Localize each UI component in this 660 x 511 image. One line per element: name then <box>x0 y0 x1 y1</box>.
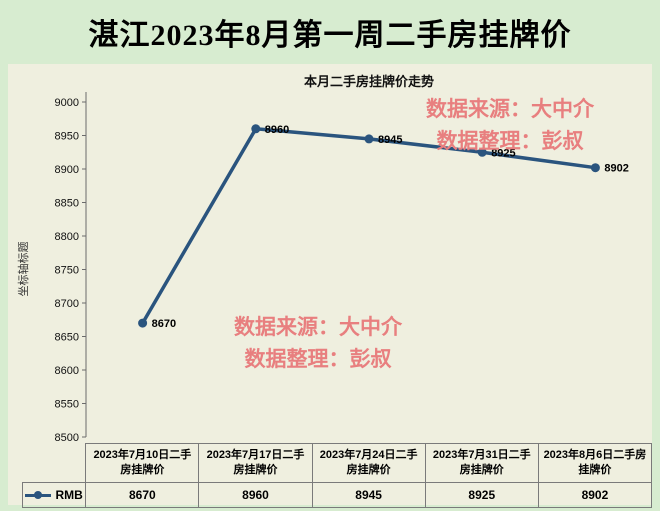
legend-series-label: RMB <box>55 487 83 502</box>
table-value-cell: 8902 <box>537 482 653 508</box>
table-corner <box>23 444 86 483</box>
y-tick-label: 8650 <box>55 332 79 344</box>
y-tick-label: 8900 <box>55 164 79 176</box>
data-point-label: 8925 <box>491 147 515 159</box>
data-point-marker <box>138 318 148 328</box>
y-tick-label: 9000 <box>55 97 79 109</box>
y-tick-label: 8550 <box>55 399 79 411</box>
y-tick-label: 8600 <box>55 365 79 377</box>
y-tick-label: 8800 <box>55 231 79 243</box>
data-point-marker <box>364 134 374 144</box>
legend-marker-icon <box>25 490 52 500</box>
chart-card: 本月二手房挂牌价走势 坐标轴标题 8500 8550 8600 8650 8700 875… <box>8 64 653 508</box>
table-category-header: 2023年8月6日二手房挂牌价 <box>537 443 653 483</box>
data-point-label: 8902 <box>604 163 628 175</box>
watermark-top-right: 数据来源：大中介 数据整理：彭叔 <box>390 94 630 157</box>
chart-data-table: 2023年7月10日二手房挂牌价 2023年7月17日二手房挂牌价 2023年7月2… <box>21 443 653 508</box>
data-point-label: 8670 <box>152 318 176 330</box>
watermark-source-line: 数据来源：大中介 <box>234 316 402 339</box>
table-value-cell: 8925 <box>424 482 539 508</box>
data-point-marker <box>477 147 487 157</box>
series-line <box>140 127 598 325</box>
watermark-editor-line: 数据整理：彭叔 <box>244 347 392 371</box>
line-chart-svg: 8500 8550 8600 8650 8700 8750 8800 8850 8900 8950… <box>55 92 629 443</box>
data-point-label: 8945 <box>378 134 402 146</box>
legend-cell: RMB <box>21 482 87 508</box>
data-point-marker <box>251 124 261 134</box>
chart-title: 本月二手房挂牌价走势 <box>303 74 434 89</box>
table-value-cell: 8945 <box>311 482 426 508</box>
table-category-header: 2023年7月10日二手房挂牌价 <box>85 443 200 483</box>
table-category-header: 2023年7月31日二手房挂牌价 <box>424 443 539 483</box>
table-category-header: 2023年7月17日二手房挂牌价 <box>198 443 313 483</box>
y-tick-label: 8950 <box>55 131 79 143</box>
data-point-marker <box>590 163 600 173</box>
y-tick-label: 8750 <box>55 265 79 277</box>
y-tick-label: 8850 <box>55 198 79 210</box>
table-value-cell: 8670 <box>85 482 200 508</box>
data-point-label: 8960 <box>265 124 289 136</box>
watermark-center: 数据来源：大中介 数据整理：彭叔 <box>198 312 438 375</box>
watermark-source-line: 数据来源：大中介 <box>426 98 594 121</box>
y-tick-label: 8500 <box>55 432 79 443</box>
watermark-editor-line: 数据整理：彭叔 <box>436 129 584 153</box>
page-title: 湛江2023年8月第一周二手房挂牌价 <box>88 19 572 52</box>
table-value-cell: 8960 <box>198 482 313 508</box>
table-category-header: 2023年7月24日二手房挂牌价 <box>311 443 426 483</box>
y-tick-label: 8700 <box>55 298 79 310</box>
